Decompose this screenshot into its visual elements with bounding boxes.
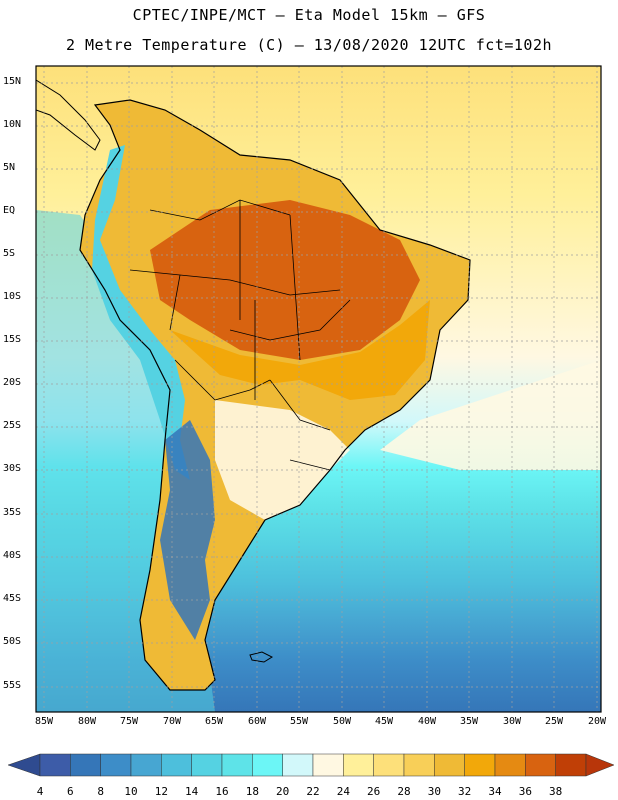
lat-label: EQ (3, 205, 16, 216)
colorbar-swatch (434, 753, 465, 777)
country-borders (129, 199, 351, 471)
lon-label: 25W (544, 716, 564, 727)
colorbar-swatch (282, 753, 314, 777)
lat-label: 30S (3, 463, 22, 474)
colorbar-tick-label: 12 (154, 785, 168, 798)
lat-label: 15N (3, 76, 22, 87)
colorbar-tick-label: 24 (336, 785, 350, 798)
lon-label: 80W (77, 716, 97, 727)
map-title-line2: 2 Metre Temperature (C) – 13/08/2020 12U… (65, 36, 553, 54)
colorbar-tick-label: 16 (215, 785, 229, 798)
lat-label: 45S (3, 593, 22, 604)
colorbar-swatch (373, 753, 405, 777)
colorbar-swatch (191, 753, 223, 777)
colorbar-tick-label: 32 (458, 785, 472, 798)
warm-belt (170, 300, 430, 400)
colorbar-swatch (100, 753, 132, 777)
colorbar-tick-label: 10 (124, 785, 138, 798)
colorbar-swatch (525, 753, 556, 777)
lon-label: 35W (459, 716, 479, 727)
colorbar-swatch (70, 753, 101, 777)
central-america-coast (36, 79, 101, 151)
lon-label: 70W (162, 716, 182, 727)
lon-label: 20W (587, 716, 607, 727)
colorbar-swatch (464, 753, 496, 777)
lat-label: 5S (3, 248, 16, 259)
colorbar-swatch (403, 753, 435, 777)
lat-label: 55S (3, 680, 22, 691)
lon-label: 55W (289, 716, 309, 727)
lat-label: 15S (3, 334, 22, 345)
patagonia-cold (160, 420, 215, 640)
falkland-islands (249, 651, 274, 663)
lat-label: 10S (3, 291, 22, 302)
lon-label: 40W (417, 716, 437, 727)
lat-label: 50S (3, 636, 22, 647)
lat-label: 10N (3, 119, 22, 130)
atlantic-warm-band (380, 360, 601, 470)
colorbar-tick-label: 22 (306, 785, 320, 798)
colorbar-swatch (555, 753, 587, 777)
colorbar-swatch (130, 753, 162, 777)
lon-label: 65W (204, 716, 224, 727)
lat-label: 40S (3, 550, 22, 561)
colorbar-tick-label: 20 (276, 785, 290, 798)
colorbar-swatch (494, 753, 526, 777)
coastline (79, 99, 471, 691)
colorbar-tick-label: 36 (518, 785, 532, 798)
lon-label: 50W (332, 716, 352, 727)
colorbar-tick-label: 34 (488, 785, 502, 798)
colorbar-swatch (312, 753, 344, 777)
map-frame (35, 65, 602, 713)
colorbar-tick-label: 4 (36, 785, 44, 798)
hot-interior (150, 200, 420, 360)
colorbar-low-arrow (7, 753, 41, 777)
colorbar-high-arrow (585, 753, 615, 777)
colorbar-tick-label: 38 (549, 785, 563, 798)
map-title-line1: CPTEC/INPE/MCT – Eta Model 15km – GFS (132, 6, 486, 24)
colorbar-tick-label: 26 (367, 785, 381, 798)
colorbar-tick-label: 30 (427, 785, 441, 798)
lon-label: 45W (374, 716, 394, 727)
colorbar-tick-label: 18 (245, 785, 259, 798)
lon-label: 60W (247, 716, 267, 727)
lon-label: 30W (502, 716, 522, 727)
andes-cool-strip (92, 145, 190, 480)
lat-gridlines (36, 82, 601, 688)
colorbar-tick-label: 14 (185, 785, 199, 798)
lat-label: 25S (3, 420, 22, 431)
colorbar-swatch (343, 753, 374, 777)
lon-label: 75W (119, 716, 139, 727)
lat-label: 5N (3, 162, 16, 173)
colorbar (7, 753, 615, 777)
colorbar-swatch (221, 753, 253, 777)
southern-cone-mild (215, 400, 350, 520)
lon-label: 85W (34, 716, 54, 727)
lat-label: 35S (3, 507, 22, 518)
lat-label: 20S (3, 377, 22, 388)
colorbar-tick-label: 8 (97, 785, 104, 798)
colorbar-tick-label: 6 (67, 785, 74, 798)
colorbar-swatch (161, 753, 192, 777)
colorbar-tick-label: 28 (397, 785, 411, 798)
colorbar-swatch (252, 753, 283, 777)
colorbar-swatch (39, 753, 71, 777)
